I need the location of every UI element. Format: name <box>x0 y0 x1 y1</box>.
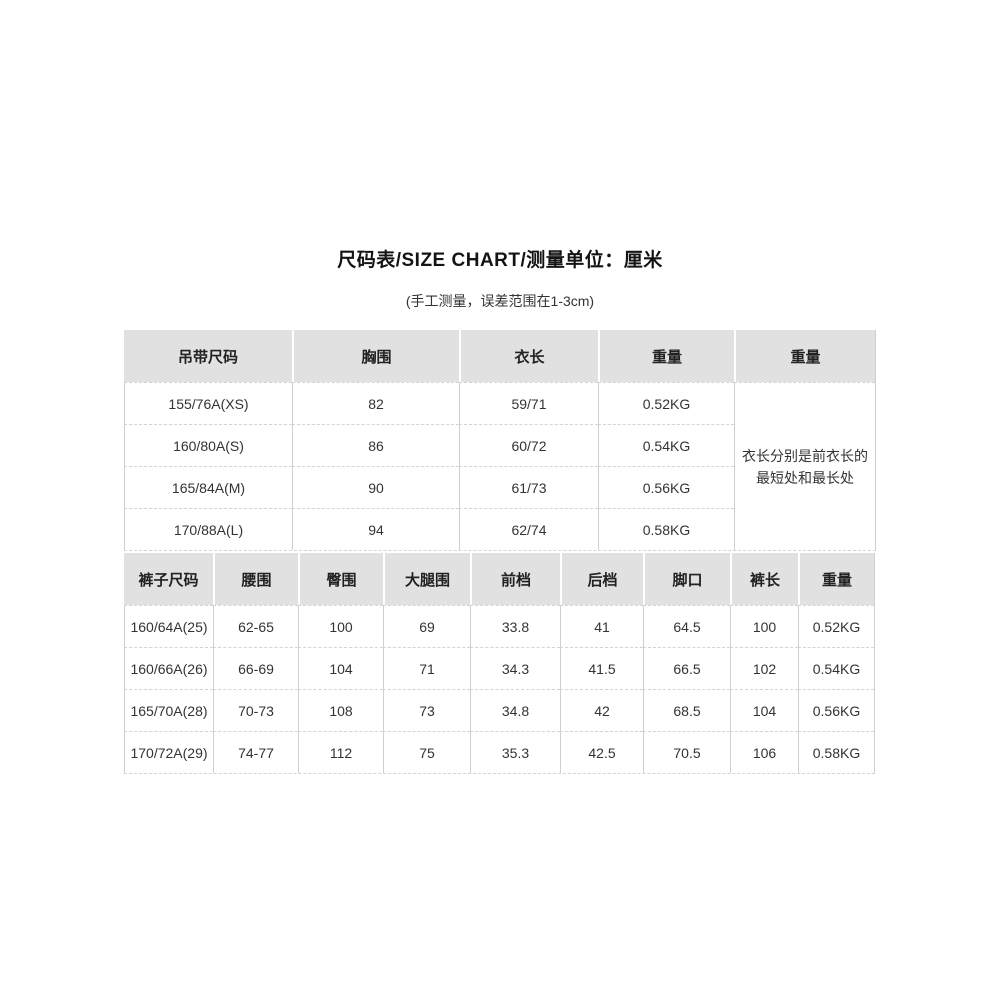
column-header: 臀围 <box>298 553 383 605</box>
table-cell: 102 <box>730 647 798 689</box>
table-cell: 71 <box>383 647 470 689</box>
table-row: 165/84A(M) 90 61/73 0.56KG <box>124 466 875 508</box>
table-cell: 34.3 <box>470 647 560 689</box>
table-cell: 34.8 <box>470 689 560 731</box>
column-header: 前档 <box>470 553 560 605</box>
table-cell: 74-77 <box>213 731 298 773</box>
table-cell: 42 <box>560 689 643 731</box>
page-subtitle: (手工测量，误差范围在1-3cm) <box>405 293 595 309</box>
table-cell: 104 <box>298 647 383 689</box>
pants-size-table: 裤子尺码 腰围 臀围 大腿围 前档 后档 脚口 裤长 重量 160/64A(25) 62-65 100… <box>124 553 875 774</box>
table-cell: 75 <box>383 731 470 773</box>
table-cell: 108 <box>298 689 383 731</box>
table-cell: 41.5 <box>560 647 643 689</box>
table-cell: 170/88A(L) <box>124 508 292 550</box>
table-cell: 90 <box>292 466 459 508</box>
table-cell: 104 <box>730 689 798 731</box>
column-header: 大腿围 <box>383 553 470 605</box>
column-header: 衣长 <box>459 330 598 382</box>
column-header: 脚口 <box>643 553 730 605</box>
page-title: 尺码表/SIZE CHART/测量单位：厘米 <box>337 250 663 271</box>
table-cell: 170/72A(29) <box>124 731 213 773</box>
table-cell: 100 <box>730 605 798 647</box>
table-cell: 60/72 <box>459 424 598 466</box>
table-cell: 82 <box>292 382 459 424</box>
table-row: 160/80A(S) 86 60/72 0.54KG <box>124 424 875 466</box>
table-cell: 41 <box>560 605 643 647</box>
table-row: 170/88A(L) 94 62/74 0.58KG <box>124 508 875 550</box>
column-header: 重量 <box>734 330 875 382</box>
table-row: 160/66A(26) 66-69 104 71 34.3 41.5 66.5 102 0.54… <box>124 647 874 689</box>
table-cell: 94 <box>292 508 459 550</box>
table-row: 170/72A(29) 74-77 112 75 35.3 42.5 70.5 106 0.58… <box>124 731 874 773</box>
table-cell: 66-69 <box>213 647 298 689</box>
table-row: 155/76A(XS) 82 59/71 0.52KG 衣长分别是前衣长的 最短处和最长… <box>124 382 875 550</box>
note-cell: 衣长分别是前衣长的 最短处和最长处 <box>734 382 875 550</box>
table-cell: 0.54KG <box>798 647 874 689</box>
table-cell: 165/70A(28) <box>124 689 213 731</box>
table-cell: 0.56KG <box>598 466 734 508</box>
table-cell: 59/71 <box>459 382 598 424</box>
table-cell: 160/64A(25) <box>124 605 213 647</box>
table-cell: 61/73 <box>459 466 598 508</box>
table-cell: 0.58KG <box>798 731 874 773</box>
column-header: 裤子尺码 <box>124 553 213 605</box>
table-cell: 64.5 <box>643 605 730 647</box>
table-cell: 86 <box>292 424 459 466</box>
table-row: 165/70A(28) 70-73 108 73 34.8 42 68.5 104 0.56KG <box>124 689 874 731</box>
column-header: 重量 <box>598 330 734 382</box>
column-header: 腰围 <box>213 553 298 605</box>
table-cell: 70-73 <box>213 689 298 731</box>
table-cell: 100 <box>298 605 383 647</box>
header-row: 裤子尺码 腰围 臀围 大腿围 前档 后档 脚口 裤长 重量 <box>124 553 874 605</box>
table-cell: 160/80A(S) <box>124 424 292 466</box>
column-header: 胸围 <box>292 330 459 382</box>
table-cell: 0.52KG <box>598 382 734 424</box>
table-cell: 68.5 <box>643 689 730 731</box>
column-header: 吊带尺码 <box>124 330 292 382</box>
table-cell: 35.3 <box>470 731 560 773</box>
table-cell: 66.5 <box>643 647 730 689</box>
table-cell: 62/74 <box>459 508 598 550</box>
column-header: 裤长 <box>730 553 798 605</box>
camisole-size-table: 吊带尺码 胸围 衣长 重量 重量 155/76A(XS) 82 59/71 0.52KG 衣长分别… <box>124 330 876 551</box>
table-row: 160/64A(25) 62-65 100 69 33.8 41 64.5 100 0.52KG <box>124 605 874 647</box>
table-cell: 160/66A(26) <box>124 647 213 689</box>
table-cell: 0.54KG <box>598 424 734 466</box>
header-row: 吊带尺码 胸围 衣长 重量 重量 <box>124 330 875 382</box>
column-header: 后档 <box>560 553 643 605</box>
table-cell: 112 <box>298 731 383 773</box>
table-cell: 73 <box>383 689 470 731</box>
table-cell: 106 <box>730 731 798 773</box>
table-cell: 0.52KG <box>798 605 874 647</box>
table-cell: 62-65 <box>213 605 298 647</box>
table-cell: 69 <box>383 605 470 647</box>
table-cell: 155/76A(XS) <box>124 382 292 424</box>
table-cell: 165/84A(M) <box>124 466 292 508</box>
table-cell: 33.8 <box>470 605 560 647</box>
table-cell: 42.5 <box>560 731 643 773</box>
table-cell: 0.58KG <box>598 508 734 550</box>
table-cell: 70.5 <box>643 731 730 773</box>
column-header: 重量 <box>798 553 874 605</box>
table-cell: 0.56KG <box>798 689 874 731</box>
